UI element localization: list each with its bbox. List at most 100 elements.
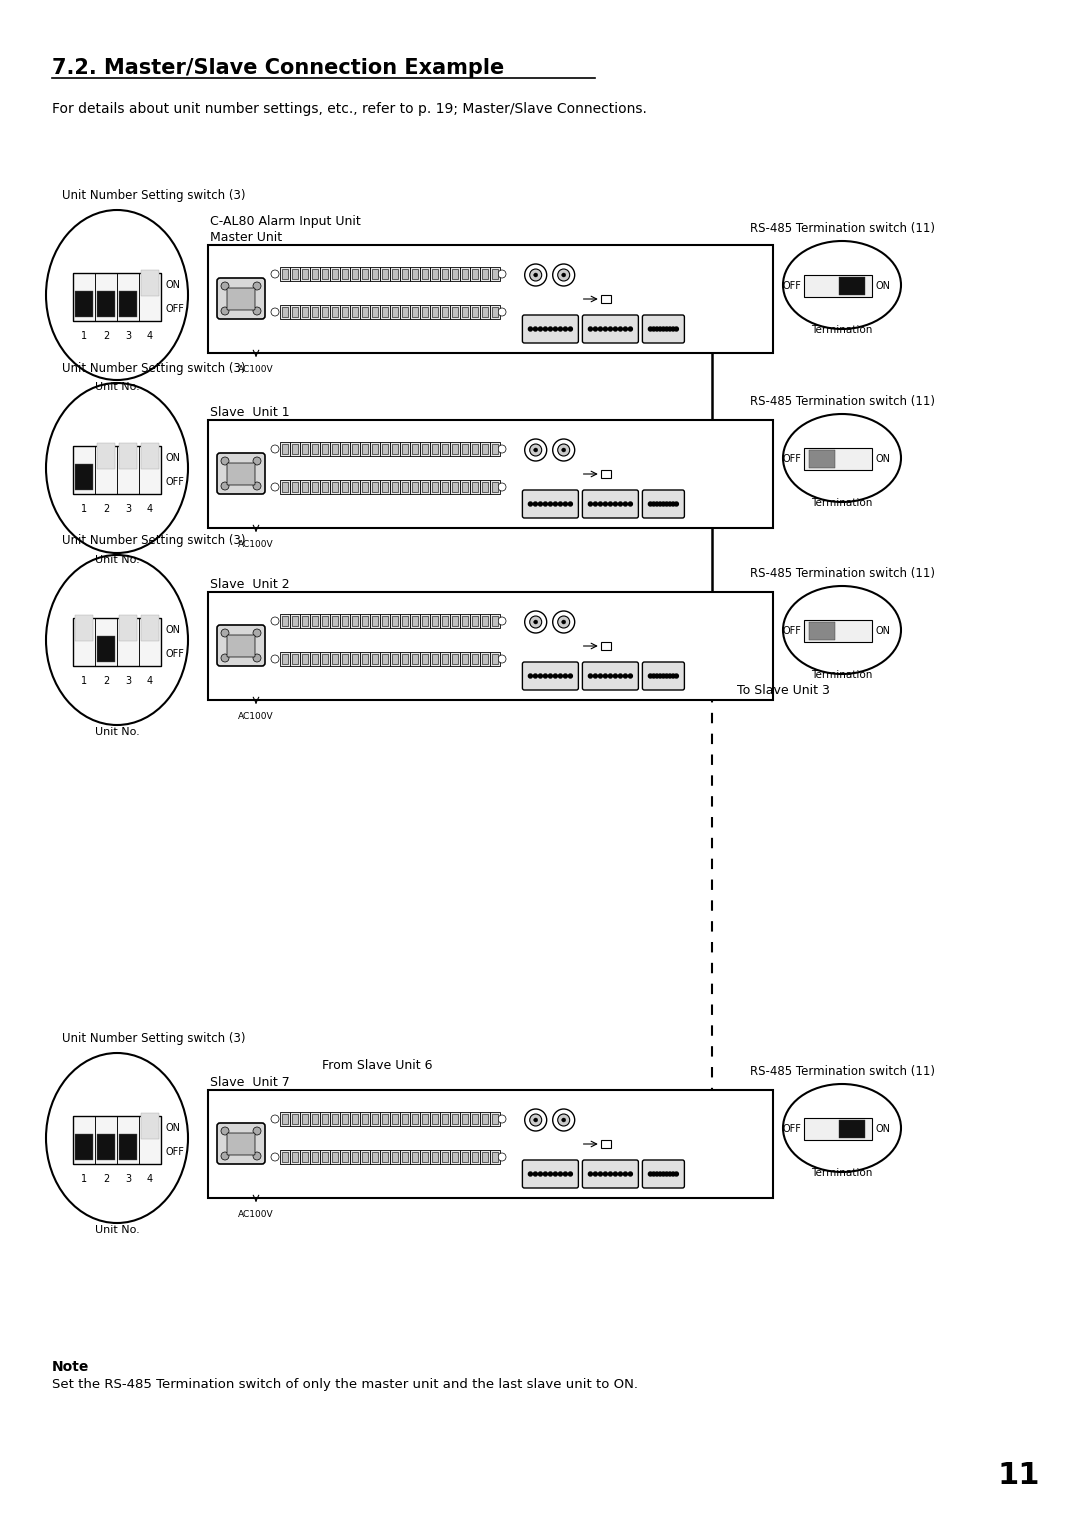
Bar [302, 307, 308, 316]
Circle shape [598, 503, 603, 506]
Bar [492, 616, 498, 626]
Bar [462, 481, 468, 492]
Circle shape [654, 327, 659, 332]
Circle shape [529, 616, 542, 628]
FancyBboxPatch shape [523, 1160, 579, 1187]
Bar [411, 307, 418, 316]
Circle shape [671, 503, 675, 506]
Text: ON: ON [165, 280, 180, 290]
Bar [480, 1151, 490, 1164]
Circle shape [608, 327, 612, 332]
Bar [400, 614, 410, 628]
Circle shape [253, 283, 261, 290]
Bar [302, 616, 308, 626]
FancyBboxPatch shape [217, 1123, 265, 1164]
Text: 2: 2 [103, 675, 109, 686]
Bar [442, 654, 448, 665]
Circle shape [253, 307, 261, 315]
Bar [402, 269, 408, 280]
Bar [370, 267, 380, 281]
Circle shape [674, 327, 678, 332]
Bar [480, 1112, 490, 1126]
Circle shape [648, 503, 652, 506]
Bar [390, 442, 400, 455]
Bar [390, 652, 400, 666]
Text: Unit Number Setting switch (3): Unit Number Setting switch (3) [62, 1031, 245, 1045]
Bar [402, 481, 408, 492]
Bar [411, 1152, 418, 1161]
Text: RS-485 Termination switch (11): RS-485 Termination switch (11) [750, 222, 934, 235]
Bar [117, 617, 139, 666]
Bar [352, 445, 357, 454]
Text: ON: ON [875, 454, 890, 465]
Bar [410, 267, 420, 281]
Bar [480, 480, 490, 494]
Circle shape [253, 630, 261, 637]
Text: Unit No.: Unit No. [95, 382, 139, 393]
Bar [372, 616, 378, 626]
Circle shape [221, 457, 229, 465]
Circle shape [528, 674, 532, 678]
Circle shape [671, 1172, 675, 1177]
Bar [382, 616, 388, 626]
Text: Unit No.: Unit No. [95, 727, 139, 736]
Circle shape [623, 503, 627, 506]
Bar [330, 652, 340, 666]
Bar [809, 622, 835, 640]
Circle shape [534, 1172, 538, 1177]
Bar [73, 274, 95, 321]
Circle shape [553, 327, 557, 332]
Circle shape [568, 503, 572, 506]
Bar [310, 442, 320, 455]
Bar [430, 442, 440, 455]
Circle shape [593, 503, 597, 506]
Bar [320, 614, 330, 628]
Bar [400, 306, 410, 319]
Bar [372, 1114, 378, 1125]
Circle shape [221, 307, 229, 315]
Circle shape [658, 327, 662, 332]
Bar [410, 614, 420, 628]
Bar [382, 1114, 388, 1125]
Bar [402, 445, 408, 454]
Bar [462, 654, 468, 665]
Text: Termination: Termination [811, 325, 873, 335]
Text: ON: ON [875, 281, 890, 290]
Bar [382, 1152, 388, 1161]
Bar [97, 636, 114, 662]
Bar [600, 295, 610, 303]
Bar [340, 1112, 350, 1126]
Circle shape [629, 674, 633, 678]
Text: 3: 3 [125, 675, 131, 686]
Text: 11: 11 [998, 1461, 1040, 1490]
Bar [392, 616, 399, 626]
Bar [362, 654, 368, 665]
Bar [302, 445, 308, 454]
Bar [332, 654, 338, 665]
Bar [322, 269, 328, 280]
Circle shape [534, 674, 538, 678]
Bar [432, 445, 438, 454]
Bar [312, 616, 318, 626]
Bar [362, 307, 368, 316]
Bar [411, 269, 418, 280]
FancyBboxPatch shape [582, 1160, 638, 1187]
Bar [804, 448, 872, 471]
Bar [392, 654, 399, 665]
Bar [382, 445, 388, 454]
Circle shape [613, 503, 618, 506]
Bar [422, 481, 428, 492]
Text: 2: 2 [103, 504, 109, 513]
Bar [292, 1114, 298, 1125]
Bar [282, 307, 288, 316]
Text: Slave  Unit 1: Slave Unit 1 [210, 406, 289, 419]
Bar [342, 616, 348, 626]
Circle shape [661, 674, 665, 678]
Circle shape [598, 327, 603, 332]
Circle shape [253, 654, 261, 662]
Circle shape [654, 674, 659, 678]
Bar [492, 307, 498, 316]
Bar [291, 442, 300, 455]
Text: 3: 3 [125, 332, 131, 341]
Bar [472, 269, 478, 280]
